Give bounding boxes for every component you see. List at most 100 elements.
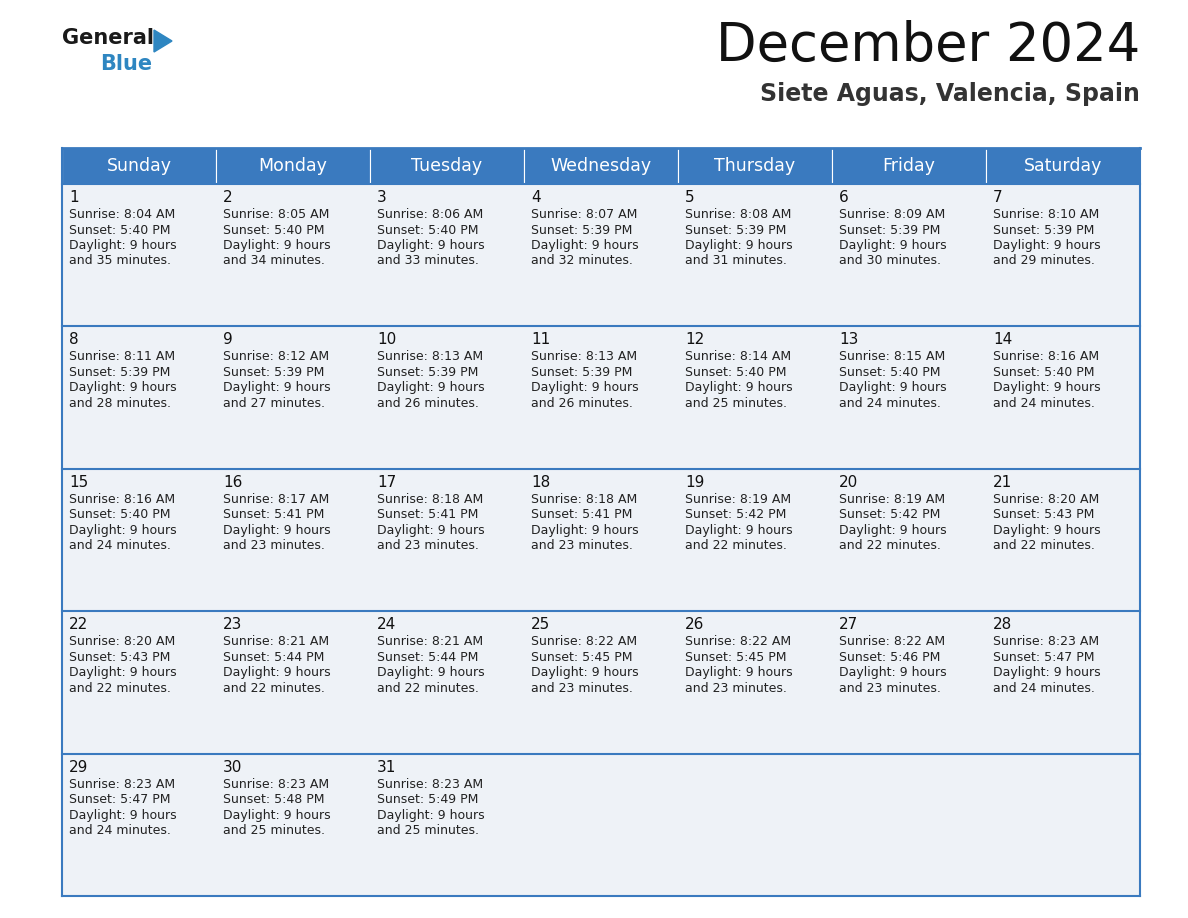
Text: Sunset: 5:40 PM: Sunset: 5:40 PM <box>685 366 786 379</box>
Bar <box>62 754 216 896</box>
Text: Sunrise: 8:07 AM: Sunrise: 8:07 AM <box>531 208 638 221</box>
Text: Sunset: 5:39 PM: Sunset: 5:39 PM <box>531 223 632 237</box>
Text: Blue: Blue <box>100 54 152 74</box>
Bar <box>986 148 1140 184</box>
Text: Sunrise: 8:22 AM: Sunrise: 8:22 AM <box>685 635 791 648</box>
Bar <box>678 148 832 184</box>
Text: Sunset: 5:45 PM: Sunset: 5:45 PM <box>685 651 786 664</box>
Text: Sunset: 5:47 PM: Sunset: 5:47 PM <box>993 651 1094 664</box>
Text: Daylight: 9 hours: Daylight: 9 hours <box>839 666 947 679</box>
Bar <box>62 148 216 184</box>
Text: 30: 30 <box>223 759 242 775</box>
Text: 9: 9 <box>223 332 233 347</box>
Text: and 35 minutes.: and 35 minutes. <box>69 254 171 267</box>
Text: Sunrise: 8:16 AM: Sunrise: 8:16 AM <box>69 493 175 506</box>
Bar <box>524 148 678 184</box>
Text: Sunrise: 8:23 AM: Sunrise: 8:23 AM <box>69 778 175 790</box>
Bar <box>986 327 1140 469</box>
Text: Sunset: 5:43 PM: Sunset: 5:43 PM <box>69 651 170 664</box>
Text: Daylight: 9 hours: Daylight: 9 hours <box>377 524 485 537</box>
Bar <box>832 611 986 754</box>
Text: Daylight: 9 hours: Daylight: 9 hours <box>531 666 639 679</box>
Text: and 24 minutes.: and 24 minutes. <box>69 539 171 553</box>
Text: 10: 10 <box>377 332 397 347</box>
Text: and 30 minutes.: and 30 minutes. <box>839 254 941 267</box>
Text: Siete Aguas, Valencia, Spain: Siete Aguas, Valencia, Spain <box>760 82 1140 106</box>
Text: 18: 18 <box>531 475 550 490</box>
Bar <box>524 754 678 896</box>
Text: Monday: Monday <box>259 157 328 175</box>
Bar <box>216 469 369 611</box>
Text: Sunset: 5:39 PM: Sunset: 5:39 PM <box>993 223 1094 237</box>
Bar <box>986 611 1140 754</box>
Text: Daylight: 9 hours: Daylight: 9 hours <box>531 239 639 252</box>
Text: Sunrise: 8:09 AM: Sunrise: 8:09 AM <box>839 208 946 221</box>
Polygon shape <box>154 30 172 52</box>
Text: 13: 13 <box>839 332 859 347</box>
Bar <box>216 754 369 896</box>
Text: 22: 22 <box>69 617 88 633</box>
Text: Sunset: 5:39 PM: Sunset: 5:39 PM <box>839 223 941 237</box>
Text: and 27 minutes.: and 27 minutes. <box>223 397 326 410</box>
Text: Sunset: 5:40 PM: Sunset: 5:40 PM <box>69 509 171 521</box>
Text: Daylight: 9 hours: Daylight: 9 hours <box>993 381 1100 395</box>
Text: Sunset: 5:48 PM: Sunset: 5:48 PM <box>223 793 324 806</box>
Text: Daylight: 9 hours: Daylight: 9 hours <box>69 666 177 679</box>
Bar <box>678 184 832 327</box>
Text: Sunrise: 8:13 AM: Sunrise: 8:13 AM <box>531 351 637 364</box>
Text: Daylight: 9 hours: Daylight: 9 hours <box>223 809 330 822</box>
Text: 21: 21 <box>993 475 1012 490</box>
Text: 2: 2 <box>223 190 233 205</box>
Text: and 25 minutes.: and 25 minutes. <box>223 824 326 837</box>
Text: Daylight: 9 hours: Daylight: 9 hours <box>377 809 485 822</box>
Text: Sunrise: 8:08 AM: Sunrise: 8:08 AM <box>685 208 791 221</box>
Text: and 28 minutes.: and 28 minutes. <box>69 397 171 410</box>
Text: Friday: Friday <box>883 157 935 175</box>
Bar <box>678 327 832 469</box>
Text: 3: 3 <box>377 190 387 205</box>
Text: Daylight: 9 hours: Daylight: 9 hours <box>223 524 330 537</box>
Text: Thursday: Thursday <box>714 157 796 175</box>
Text: Daylight: 9 hours: Daylight: 9 hours <box>69 524 177 537</box>
Bar <box>986 184 1140 327</box>
Text: and 32 minutes.: and 32 minutes. <box>531 254 633 267</box>
Text: Sunset: 5:40 PM: Sunset: 5:40 PM <box>223 223 324 237</box>
Bar <box>369 327 524 469</box>
Text: and 25 minutes.: and 25 minutes. <box>377 824 479 837</box>
Bar <box>369 469 524 611</box>
Text: Daylight: 9 hours: Daylight: 9 hours <box>377 239 485 252</box>
Text: Daylight: 9 hours: Daylight: 9 hours <box>531 524 639 537</box>
Text: Sunset: 5:40 PM: Sunset: 5:40 PM <box>839 366 941 379</box>
Text: and 23 minutes.: and 23 minutes. <box>839 682 941 695</box>
Text: 26: 26 <box>685 617 704 633</box>
Text: Sunrise: 8:20 AM: Sunrise: 8:20 AM <box>69 635 176 648</box>
Text: Daylight: 9 hours: Daylight: 9 hours <box>839 239 947 252</box>
Text: Sunset: 5:39 PM: Sunset: 5:39 PM <box>685 223 786 237</box>
Text: Sunrise: 8:23 AM: Sunrise: 8:23 AM <box>377 778 484 790</box>
Text: and 29 minutes.: and 29 minutes. <box>993 254 1095 267</box>
Text: Sunset: 5:40 PM: Sunset: 5:40 PM <box>993 366 1094 379</box>
Text: and 22 minutes.: and 22 minutes. <box>993 539 1095 553</box>
Text: and 22 minutes.: and 22 minutes. <box>839 539 941 553</box>
Bar <box>832 184 986 327</box>
Text: 25: 25 <box>531 617 550 633</box>
Text: and 23 minutes.: and 23 minutes. <box>531 682 633 695</box>
Bar <box>62 184 216 327</box>
Bar <box>986 469 1140 611</box>
Text: and 34 minutes.: and 34 minutes. <box>223 254 324 267</box>
Text: Sunset: 5:42 PM: Sunset: 5:42 PM <box>839 509 941 521</box>
Text: 20: 20 <box>839 475 858 490</box>
Text: Sunrise: 8:13 AM: Sunrise: 8:13 AM <box>377 351 484 364</box>
Bar <box>678 754 832 896</box>
Text: Sunrise: 8:06 AM: Sunrise: 8:06 AM <box>377 208 484 221</box>
Text: and 26 minutes.: and 26 minutes. <box>377 397 479 410</box>
Text: 11: 11 <box>531 332 550 347</box>
Text: Sunrise: 8:19 AM: Sunrise: 8:19 AM <box>685 493 791 506</box>
Text: Sunset: 5:39 PM: Sunset: 5:39 PM <box>531 366 632 379</box>
Text: Daylight: 9 hours: Daylight: 9 hours <box>69 381 177 395</box>
Text: Sunset: 5:46 PM: Sunset: 5:46 PM <box>839 651 941 664</box>
Text: Sunrise: 8:20 AM: Sunrise: 8:20 AM <box>993 493 1099 506</box>
Text: and 22 minutes.: and 22 minutes. <box>69 682 171 695</box>
Text: Daylight: 9 hours: Daylight: 9 hours <box>685 239 792 252</box>
Bar <box>62 327 216 469</box>
